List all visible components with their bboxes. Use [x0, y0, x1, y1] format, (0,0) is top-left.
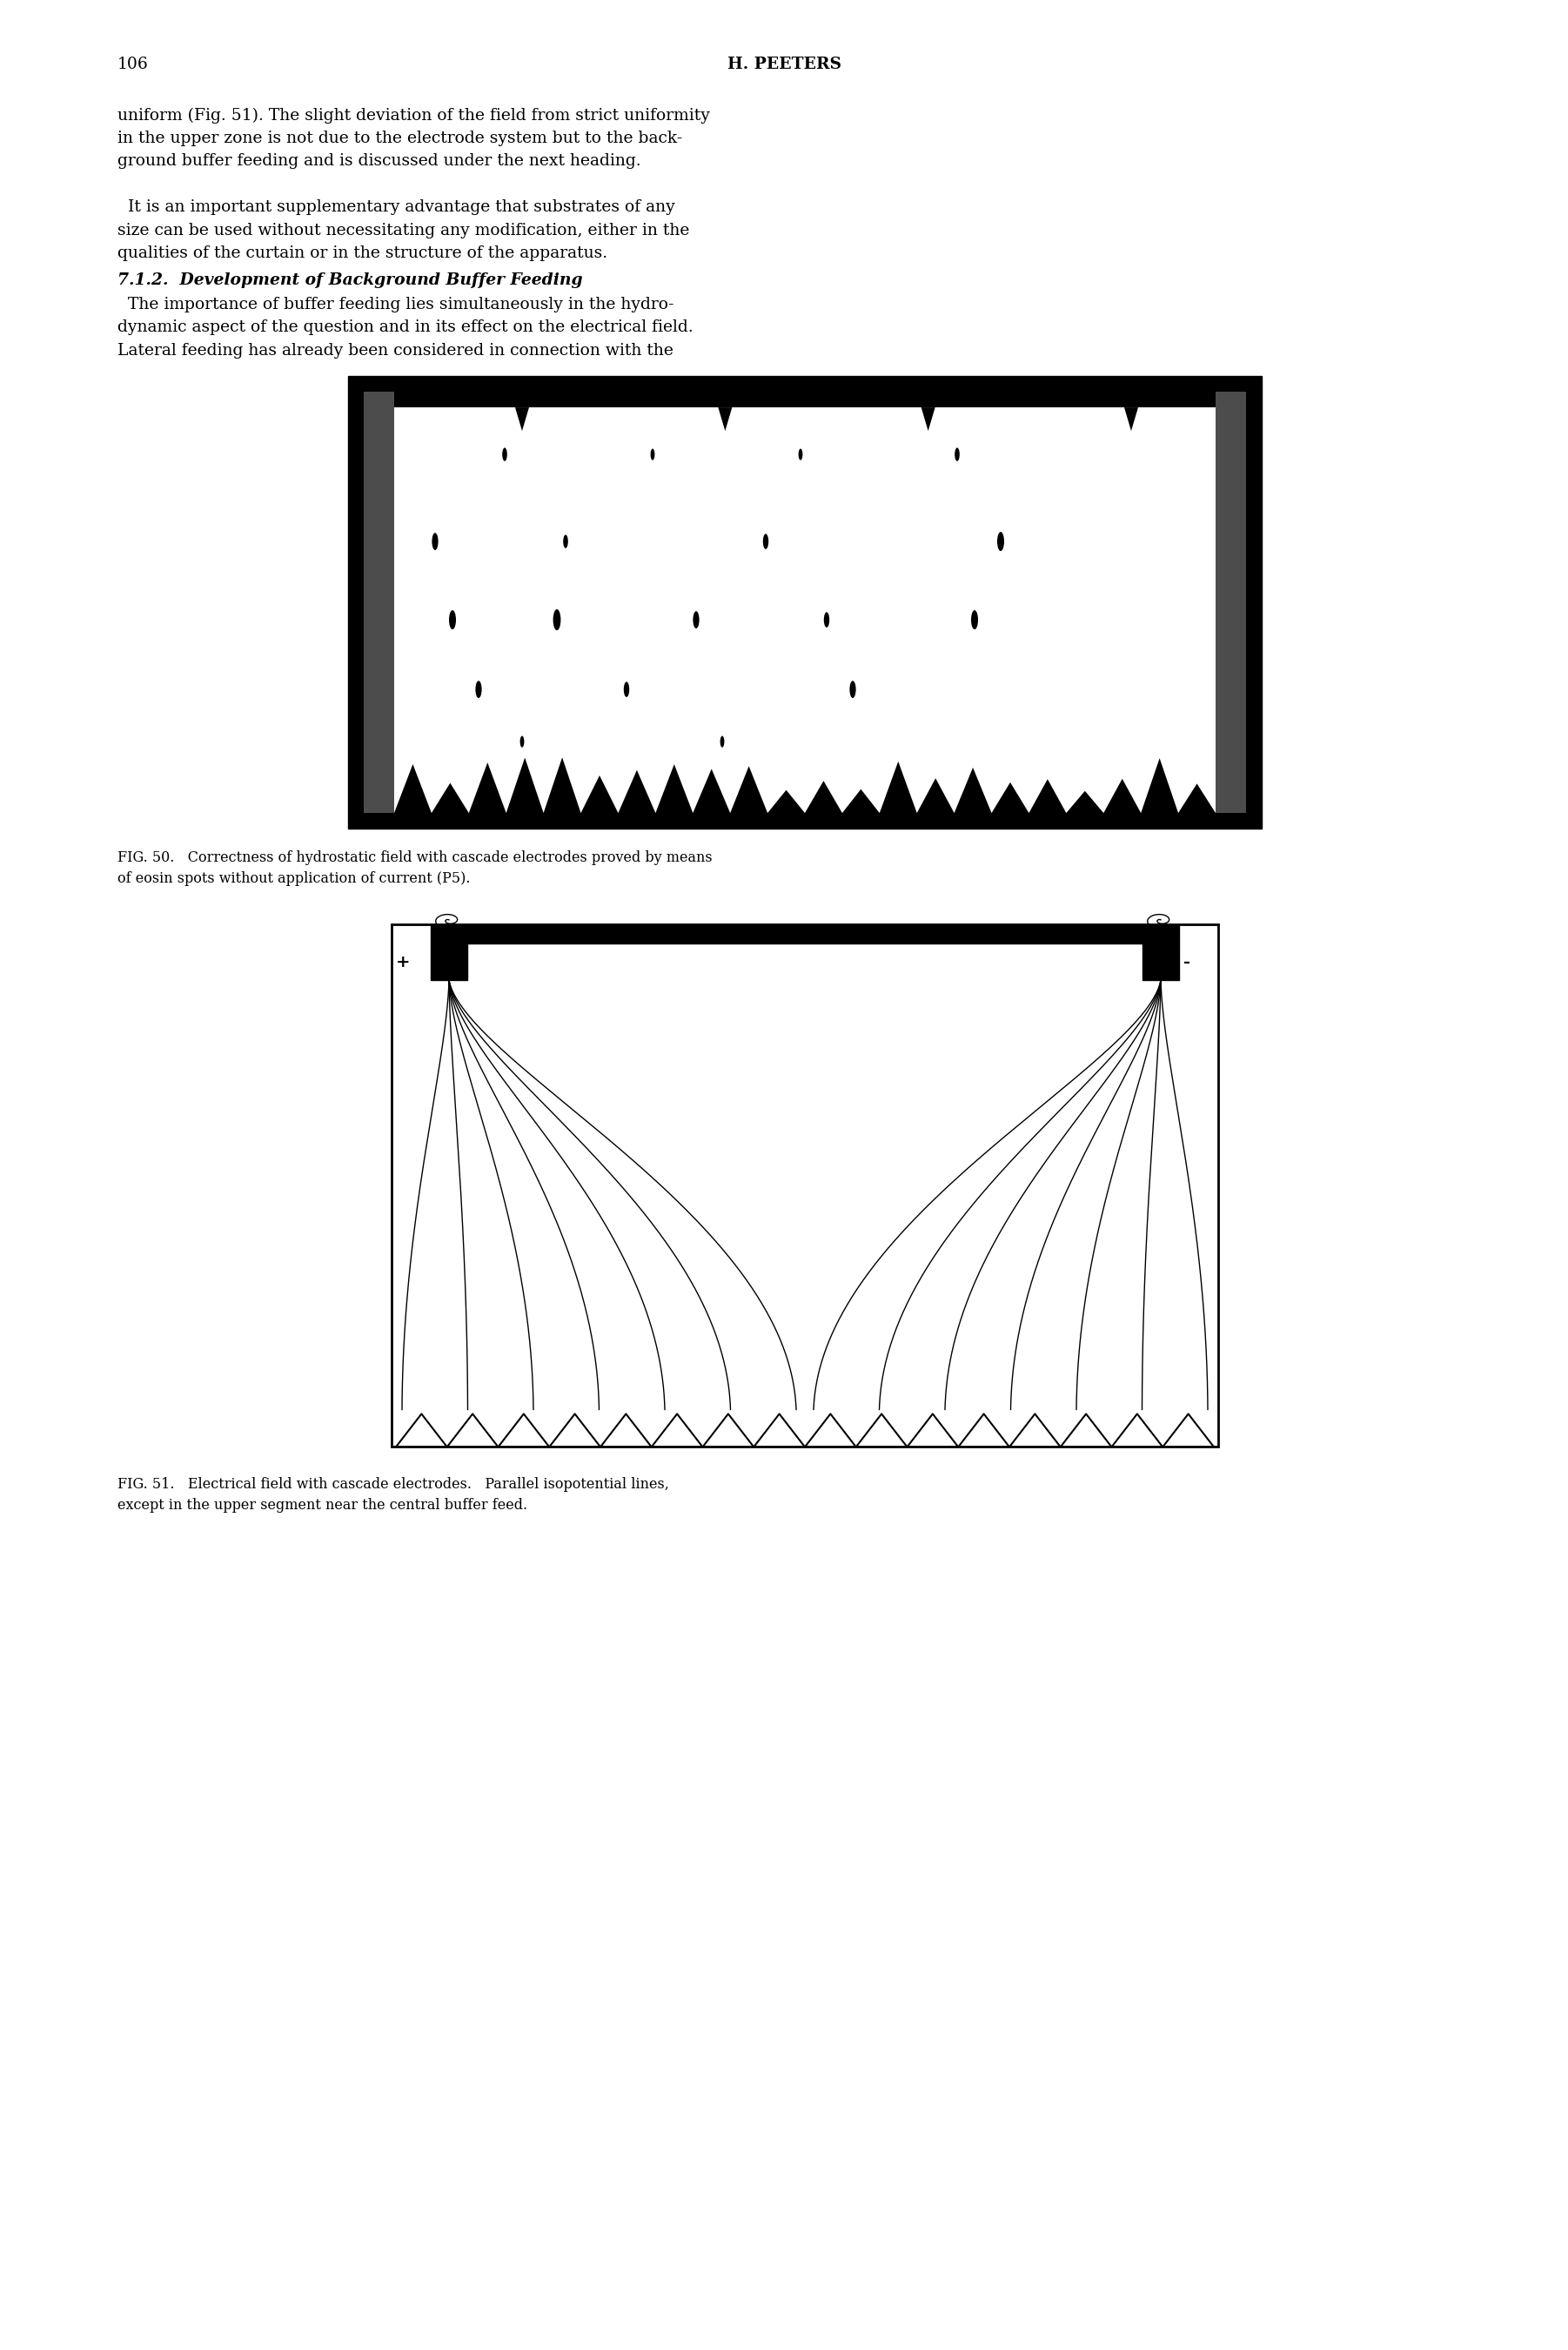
Ellipse shape: [448, 611, 456, 630]
Text: FIG. 51.   Electrical field with cascade electrodes.   Parallel isopotential lin: FIG. 51. Electrical field with cascade e…: [118, 1478, 670, 1492]
Ellipse shape: [554, 609, 561, 630]
Ellipse shape: [651, 449, 655, 461]
Text: FIG. 50.   Correctness of hydrostatic field with cascade electrodes proved by me: FIG. 50. Correctness of hydrostatic fiel…: [118, 851, 712, 865]
Text: qualities of the curtain or in the structure of the apparatus.: qualities of the curtain or in the struc…: [118, 247, 607, 261]
Bar: [348, 376, 1262, 830]
Text: H. PEETERS: H. PEETERS: [728, 56, 840, 73]
Polygon shape: [718, 407, 732, 430]
Bar: [1215, 392, 1247, 813]
Text: 106: 106: [118, 56, 149, 73]
Ellipse shape: [502, 449, 506, 461]
Text: in the upper zone is not due to the electrode system but to the back-: in the upper zone is not due to the elec…: [118, 129, 682, 146]
Ellipse shape: [624, 682, 629, 698]
Bar: [431, 945, 467, 980]
Text: except in the upper segment near the central buffer feed.: except in the upper segment near the cen…: [118, 1499, 527, 1513]
Text: The importance of buffer feeding lies simultaneously in the hydro-: The importance of buffer feeding lies si…: [118, 296, 674, 313]
Ellipse shape: [764, 533, 768, 550]
Ellipse shape: [521, 736, 524, 747]
Ellipse shape: [693, 611, 699, 627]
Polygon shape: [516, 407, 528, 430]
Ellipse shape: [971, 611, 978, 630]
Text: of eosin spots without application of current (P5).: of eosin spots without application of cu…: [118, 872, 470, 886]
Ellipse shape: [720, 736, 724, 747]
Bar: [392, 926, 1218, 1448]
Ellipse shape: [997, 531, 1004, 550]
Ellipse shape: [955, 449, 960, 461]
Ellipse shape: [475, 682, 481, 698]
Bar: [1143, 945, 1179, 980]
Text: uniform (Fig. 51). The slight deviation of the field from strict uniformity: uniform (Fig. 51). The slight deviation …: [118, 108, 710, 122]
Ellipse shape: [798, 449, 803, 461]
Text: size can be used without necessitating any modification, either in the: size can be used without necessitating a…: [118, 223, 690, 237]
Ellipse shape: [431, 533, 437, 550]
Polygon shape: [364, 757, 1247, 813]
Text: Lateral feeding has already been considered in connection with the: Lateral feeding has already been conside…: [118, 343, 673, 357]
Text: dynamic aspect of the question and in its effect on the electrical field.: dynamic aspect of the question and in it…: [118, 320, 693, 336]
Polygon shape: [920, 407, 935, 430]
Text: ground buffer feeding and is discussed under the next heading.: ground buffer feeding and is discussed u…: [118, 153, 641, 169]
Text: +: +: [395, 954, 411, 971]
Bar: [364, 392, 394, 813]
Ellipse shape: [823, 611, 829, 627]
Polygon shape: [1124, 407, 1138, 430]
Text: -: -: [1184, 954, 1190, 971]
Bar: [431, 926, 1179, 945]
Text: It is an important supplementary advantage that substrates of any: It is an important supplementary advanta…: [118, 200, 674, 216]
Bar: [364, 392, 1247, 813]
Bar: [394, 392, 1215, 407]
Ellipse shape: [850, 682, 856, 698]
Text: 7.1.2.  Development of Background Buffer Feeding: 7.1.2. Development of Background Buffer …: [118, 273, 583, 289]
Ellipse shape: [563, 536, 568, 548]
